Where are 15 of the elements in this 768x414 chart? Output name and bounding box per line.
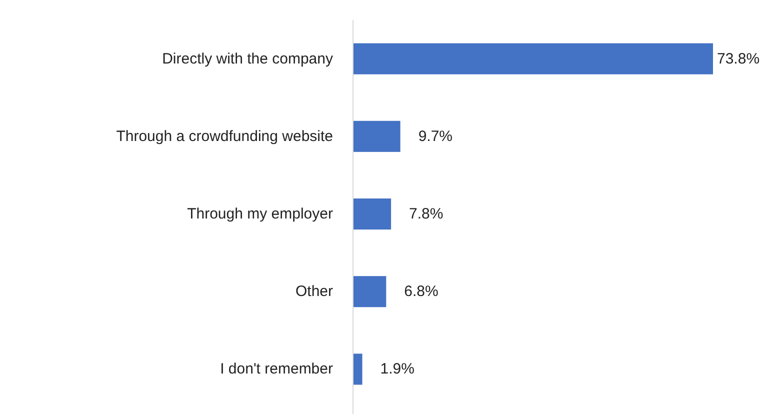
bar: [353, 198, 392, 230]
bar: [353, 43, 713, 74]
bar: [353, 276, 386, 308]
y-tick-label: Through my employer: [187, 206, 333, 222]
data-label: 9.7%: [418, 128, 453, 145]
y-tick-label: I don't remember: [220, 360, 333, 378]
data-label: 1.9%: [380, 360, 414, 378]
bar: [353, 120, 400, 152]
data-label: 6.8%: [404, 283, 438, 300]
y-tick-label: Directly with the company: [162, 50, 334, 68]
y-tick-label: Other: [295, 283, 334, 300]
data-label: 7.8%: [409, 206, 444, 222]
y-tick-label: Through a crowdfunding website: [116, 128, 333, 145]
bar: [353, 354, 362, 385]
data-label: 73.8%: [717, 50, 760, 68]
